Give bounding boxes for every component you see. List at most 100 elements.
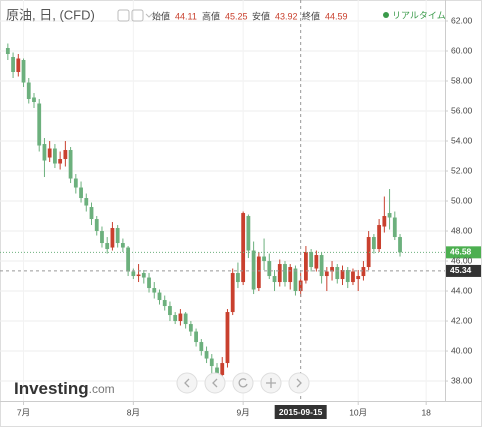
candle-body: [293, 268, 298, 292]
reset-button[interactable]: [232, 372, 254, 394]
candle-body: [16, 58, 21, 73]
candle-body: [120, 243, 125, 248]
candle-body: [63, 150, 68, 160]
candle-body: [100, 231, 104, 244]
icon[interactable]: [145, 13, 153, 18]
y-tick-label: 54.00: [451, 135, 473, 145]
scroll-right-button[interactable]: [288, 372, 310, 394]
last-price-box: [446, 246, 481, 259]
candle-body: [361, 267, 366, 277]
candle-body: [204, 351, 209, 359]
candle-body: [26, 82, 31, 100]
candle-body: [5, 48, 10, 55]
candle-body: [220, 363, 225, 376]
y-tick-label: 50.00: [451, 195, 473, 205]
candle-body: [366, 237, 371, 268]
candle-body: [387, 213, 392, 218]
candle-body: [110, 228, 115, 248]
scroll-left-button[interactable]: [204, 372, 226, 394]
open-label: 始値: [152, 10, 170, 21]
suffix: .com: [89, 382, 115, 396]
x-tick-label: 8月: [127, 407, 140, 417]
x-tick-label: 10月: [349, 407, 367, 417]
icon[interactable]: [117, 9, 130, 22]
candle-body: [136, 274, 141, 277]
x-tick-label: 9月: [237, 407, 250, 417]
candle-body: [351, 271, 355, 283]
candle-body: [283, 264, 287, 283]
candle-body: [183, 313, 188, 325]
candle-body: [178, 313, 183, 322]
candle-body: [32, 97, 36, 103]
candle-body: [304, 252, 308, 281]
candle-body: [199, 342, 204, 352]
candle-body: [330, 267, 334, 272]
legend-label: リアルタイム: [392, 10, 446, 20]
crosshair-y-box: [446, 264, 481, 277]
watermark: Investing.com: [14, 379, 115, 398]
candle-body: [126, 247, 131, 272]
crosshair-y-label: 45.34: [450, 265, 472, 275]
candle-body: [58, 159, 63, 164]
chart-title: 原油, 日, (CFD): [6, 7, 95, 22]
y-tick-label: 38.00: [451, 375, 473, 385]
candle-body: [335, 267, 340, 280]
candle-body: [298, 280, 303, 292]
candle-body: [256, 256, 261, 289]
candle-body: [277, 264, 282, 283]
candle-body: [382, 216, 387, 227]
title-icons: [117, 9, 153, 22]
y-tick-label: 62.00: [451, 15, 473, 25]
candle-body: [356, 276, 361, 280]
candle-body: [84, 198, 89, 206]
legend-dot: [383, 12, 389, 18]
candle-body: [79, 187, 83, 199]
candle-body: [392, 217, 397, 238]
candle-body: [115, 228, 120, 244]
candle-body: [105, 243, 110, 250]
candle-body: [377, 225, 382, 250]
candle-body: [309, 252, 314, 268]
y-tick-label: 58.00: [451, 75, 473, 85]
candle-body: [131, 271, 136, 277]
candle-body: [251, 250, 256, 290]
candle-body: [21, 60, 26, 83]
candle-body: [68, 150, 73, 179]
y-tick-label: 40.00: [451, 345, 473, 355]
y-tick-label: 44.00: [451, 285, 473, 295]
high-label: 高値: [202, 10, 220, 21]
candle-body: [272, 276, 277, 283]
candle-body: [230, 273, 235, 313]
overlays: 46.58 45.34 2015-09-15: [0, 0, 481, 419]
candle-body: [157, 292, 162, 301]
candle-body: [173, 315, 178, 322]
brand: Investing: [14, 379, 89, 398]
toolbar: [176, 372, 310, 394]
candle-body: [152, 288, 157, 293]
crosshair-x-label: 2015-09-15: [279, 407, 323, 417]
candle-body: [267, 261, 272, 277]
high-value: 45.25: [225, 11, 248, 21]
candle-body: [147, 277, 151, 289]
y-tick-label: 42.00: [451, 315, 473, 325]
icon: [184, 378, 190, 388]
icon: [238, 378, 248, 388]
icon: [266, 378, 276, 388]
icon[interactable]: [131, 9, 144, 22]
y-tick-label: 48.00: [451, 225, 473, 235]
candle-body: [11, 57, 15, 73]
candle-body: [209, 358, 214, 367]
candle-body: [262, 256, 266, 262]
candle-body: [89, 207, 94, 220]
candle-body: [37, 103, 42, 146]
open-value: 44.11: [175, 11, 197, 21]
scroll-left-button[interactable]: [176, 372, 198, 394]
close-value: 44.59: [325, 11, 348, 21]
candle-body: [314, 255, 319, 269]
candle-body: [162, 300, 167, 307]
candle-body: [236, 273, 240, 283]
candle-body: [94, 219, 99, 232]
icon: [296, 378, 302, 388]
